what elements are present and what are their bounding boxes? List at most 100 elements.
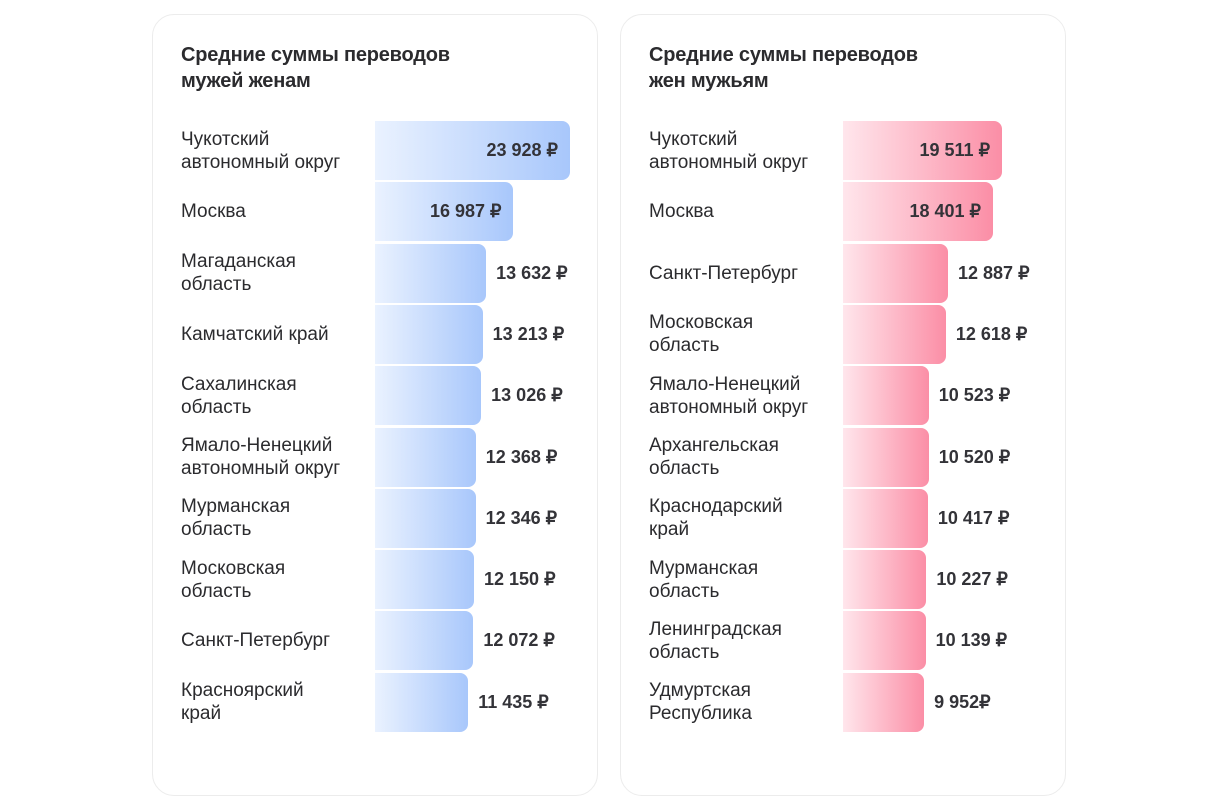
- value-label: 10 139 ₽: [935, 630, 1008, 651]
- value-label: 10 417 ₽: [937, 507, 1010, 528]
- category-label-line: Московская: [181, 557, 286, 579]
- bar-row: Ямало-Ненецкий автономный округ 12 368 ₽: [181, 427, 581, 487]
- category-label: Чукотский автономный округ: [649, 121, 849, 180]
- value-label: 12 072 ₽: [483, 630, 555, 651]
- category-label-line: Красноярский: [181, 680, 304, 702]
- category-label: Москва: [181, 182, 381, 241]
- bar: [843, 672, 925, 732]
- bar-row: Московская область 12 618 ₽: [649, 304, 1049, 364]
- value-label: 13 632 ₽: [496, 262, 568, 283]
- category-label-line: автономный округ: [649, 396, 809, 418]
- category-label-line: Республика: [649, 703, 752, 725]
- category-label-line: Санкт-Петербург: [181, 630, 331, 652]
- bar-row: Камчатский край 13 213 ₽: [181, 304, 581, 364]
- title-line: Средние суммы переводов: [181, 44, 450, 66]
- bar-row: Москва 18 401 ₽: [649, 182, 1049, 242]
- title-line: Средние суммы переводов: [649, 44, 918, 66]
- title-line: жен мужьям: [649, 70, 769, 92]
- bar: [375, 488, 476, 548]
- category-label-line: область: [649, 641, 720, 663]
- category-label-line: край: [181, 703, 222, 725]
- category-label-line: область: [649, 335, 720, 357]
- category-label: Санкт-Петербург: [181, 611, 381, 670]
- value-label: 12 150 ₽: [484, 569, 556, 590]
- bar: [375, 366, 482, 426]
- value-label: 18 401 ₽: [909, 201, 981, 222]
- chart-card-wives-to-husbands: Средние суммы переводов жен мужьям Чукот…: [620, 14, 1066, 796]
- bar: [843, 427, 929, 487]
- value-label: 10 227 ₽: [936, 569, 1008, 590]
- category-label-line: Сахалинская: [181, 373, 297, 395]
- category-label-line: автономный округ: [181, 458, 341, 479]
- value-label: 19 511 ₽: [919, 140, 991, 160]
- category-label-line: край: [649, 519, 690, 541]
- bar: [843, 304, 946, 364]
- category-label-line: область: [181, 580, 252, 602]
- bar-row: Красноярский край 11 435 ₽: [181, 672, 581, 732]
- category-label-line: Камчатский край: [181, 323, 329, 345]
- value-label: 10 523 ₽: [938, 385, 1011, 406]
- category-label-line: Мурманская: [649, 557, 759, 579]
- bar: [843, 366, 929, 426]
- bar-row: Москва 16 987 ₽: [181, 182, 581, 242]
- category-label: Москва: [649, 182, 849, 241]
- bar: [375, 121, 570, 180]
- category-label-line: Московская: [649, 312, 754, 334]
- value-label: 12 368 ₽: [485, 446, 558, 467]
- category-label: Чукотский автономный округ: [181, 121, 381, 180]
- bar: [843, 182, 993, 242]
- category-label-line: Краснодарский: [649, 496, 783, 518]
- bar-row: Чукотский автономный округ 19 511 ₽: [649, 121, 1049, 180]
- bar-row: Удмуртская Республика 9 952₽: [649, 672, 1049, 732]
- bar-row: Ямало-Ненецкий автономный округ 10 523 ₽: [649, 366, 1049, 426]
- value-label: 10 520 ₽: [938, 446, 1011, 467]
- category-label-line: Мурманская: [181, 496, 291, 518]
- category-label: Ямало-Ненецкий автономный округ: [181, 428, 381, 487]
- category-label-line: Ямало-Ненецкий: [181, 435, 333, 456]
- bar-row: Мурманская область 12 346 ₽: [181, 488, 581, 548]
- bar-row: Мурманская область 10 227 ₽: [649, 550, 1049, 610]
- category-label-line: автономный округ: [181, 151, 341, 173]
- category-label-line: Чукотский: [181, 128, 270, 150]
- value-label: 13 213 ₽: [492, 323, 565, 344]
- value-label: 12 618 ₽: [955, 323, 1028, 344]
- bar-row: Московская область 12 150 ₽: [181, 550, 581, 610]
- bar: [375, 611, 474, 671]
- value-label: 16 987 ₽: [429, 201, 502, 222]
- value-label: 11 435 ₽: [478, 691, 549, 712]
- bar-row: Санкт-Петербург 12 072 ₽: [181, 611, 581, 671]
- value-label: 23 928 ₽: [486, 140, 559, 160]
- category-label: Красноярский край: [181, 673, 381, 732]
- bar-row: Чукотский автономный округ 23 928 ₽: [181, 121, 581, 180]
- category-label-line: Москва: [181, 201, 246, 223]
- category-label: Краснодарский край: [649, 489, 849, 548]
- category-label-line: Санкт-Петербург: [649, 262, 799, 284]
- bar-row: Магаданская область 13 632 ₽: [181, 243, 581, 303]
- category-label: Московская область: [181, 550, 381, 609]
- bar: [375, 304, 483, 364]
- category-label: Мурманская область: [181, 489, 381, 548]
- category-label-line: область: [181, 519, 252, 541]
- bar: [375, 182, 514, 242]
- bar: [843, 550, 927, 610]
- bar: [843, 121, 1002, 180]
- value-label: 9 952₽: [934, 691, 991, 712]
- chart-title: Средние суммы переводов мужей женам: [181, 42, 450, 94]
- category-label: Удмуртская Республика: [649, 673, 849, 732]
- bar: [375, 243, 487, 303]
- bar-row: Ленинградская область 10 139 ₽: [649, 611, 1049, 671]
- category-label-line: область: [181, 396, 252, 418]
- category-label-line: Чукотский: [649, 128, 738, 150]
- category-label-line: автономный округ: [649, 151, 809, 173]
- chart-card-husbands-to-wives: Средние суммы переводов мужей женам Чуко…: [152, 14, 598, 796]
- category-label: Ленинградская область: [649, 611, 849, 670]
- value-label: 12 887 ₽: [958, 262, 1030, 283]
- category-label-line: Удмуртская: [649, 680, 751, 702]
- category-label: Московская область: [649, 305, 849, 364]
- category-label-line: область: [649, 580, 720, 602]
- bar: [375, 550, 475, 610]
- category-label-line: Ямало-Ненецкий: [649, 373, 801, 395]
- category-label-line: Москва: [649, 201, 714, 223]
- category-label-line: Магаданская: [181, 251, 296, 273]
- category-label: Мурманская область: [649, 550, 849, 609]
